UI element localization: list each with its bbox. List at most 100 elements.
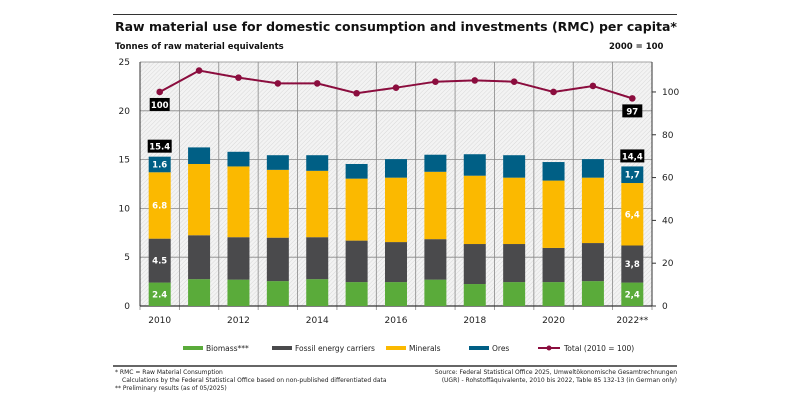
- bar-fossil-energy-carriers: [306, 237, 329, 280]
- bar-ores: [463, 154, 486, 176]
- y-tick-label: 25: [119, 58, 130, 68]
- bar-fossil-energy-carriers: [424, 239, 447, 280]
- legend-swatch: [386, 346, 406, 350]
- legend-label: Minerals: [409, 344, 441, 353]
- bar-minerals: [542, 180, 565, 248]
- bar-fossil-energy-carriers: [463, 244, 486, 285]
- y2-tick-label: 100: [662, 88, 679, 98]
- bar-fossil-energy-carriers: [188, 235, 211, 280]
- bar-minerals: [188, 163, 211, 236]
- footnotes-left: * RMC = Raw Material Consumption Calcula…: [115, 369, 387, 393]
- bar-ores: [266, 155, 289, 170]
- bar-minerals: [463, 175, 486, 245]
- source-line: (UGR) - Rohstoffäquivalente, 2010 bis 20…: [441, 377, 677, 384]
- legend-label: Ores: [492, 344, 509, 353]
- bar-biomass: [385, 282, 407, 306]
- bar-minerals: [424, 171, 447, 240]
- bar-biomass: [306, 279, 329, 306]
- bar-biomass: [227, 279, 250, 306]
- legend-label: Biomass***: [206, 344, 249, 353]
- source-line: Source: Federal Statistical Office 2025,…: [434, 369, 677, 376]
- y2-tick-label: 20: [662, 259, 674, 269]
- index-label: 97: [626, 107, 638, 117]
- bar-fossil-energy-carriers: [148, 238, 171, 283]
- bar-minerals: [306, 170, 329, 238]
- bar-minerals: [148, 172, 171, 239]
- data-label: 6,4: [625, 210, 640, 220]
- total-label-box: [147, 139, 172, 153]
- bar-biomass: [266, 281, 289, 306]
- total-label: 15.4: [149, 143, 170, 153]
- x-tick-label: 2020: [542, 316, 565, 326]
- bar-biomass: [148, 282, 171, 306]
- legend-label: Fossil energy carriers: [295, 344, 375, 353]
- total-point: [313, 80, 321, 87]
- legend-line-marker: [546, 345, 552, 351]
- bar-ores: [424, 154, 447, 172]
- y2-tick-label: 60: [662, 174, 674, 184]
- bar-fossil-energy-carriers: [503, 244, 526, 283]
- chart-title: Raw material use for domestic consumptio…: [115, 19, 677, 34]
- total-point: [471, 77, 479, 84]
- x-tick-label: 2014: [306, 316, 329, 326]
- bar-ores: [227, 151, 250, 167]
- bar-minerals: [385, 177, 407, 243]
- y-tick-label: 0: [124, 302, 130, 312]
- footnote: Calculations by the Federal Statistical …: [122, 377, 387, 384]
- total-point: [353, 89, 360, 97]
- bar-fossil-energy-carriers: [385, 242, 407, 283]
- data-label: 1.6: [152, 160, 167, 170]
- footer-rule: [113, 365, 677, 367]
- legend-swatch: [272, 346, 292, 350]
- data-label: 6.8: [152, 201, 167, 211]
- total-point: [550, 88, 557, 96]
- total-point: [510, 78, 518, 85]
- y2-tick-label: 80: [662, 131, 674, 141]
- bar-biomass: [463, 284, 486, 306]
- bar-ores: [542, 162, 565, 181]
- x-tick-label: 2012: [227, 316, 250, 326]
- bar-minerals: [227, 166, 250, 238]
- bar-ores: [345, 163, 368, 179]
- x-tick-label: 2018: [463, 316, 486, 326]
- y-tick-label: 10: [119, 204, 131, 214]
- source-note: Source: Federal Statistical Office 2025,…: [435, 369, 677, 385]
- total-label-box: [620, 149, 645, 163]
- footnote: ** Preliminary results (as of 05/2025): [115, 385, 227, 392]
- total-point: [274, 80, 282, 87]
- index-label: 100: [151, 101, 169, 111]
- total-point: [589, 82, 597, 90]
- legend-swatch: [183, 346, 203, 350]
- total-point: [156, 88, 163, 96]
- bar-fossil-energy-carriers: [227, 237, 250, 280]
- bar-biomass: [621, 282, 644, 306]
- total-point: [432, 78, 439, 85]
- bar-minerals: [503, 177, 526, 245]
- x-tick-label: 2010: [148, 316, 171, 326]
- bar-ores: [581, 159, 604, 178]
- data-label: 3,8: [625, 260, 640, 270]
- bar-biomass: [503, 282, 526, 306]
- index-label-box: [622, 104, 643, 118]
- bar-fossil-energy-carriers: [621, 245, 644, 283]
- bar-fossil-energy-carriers: [345, 240, 368, 283]
- x-tick-label: 2016: [385, 316, 408, 326]
- bar-biomass: [424, 279, 447, 306]
- bar-biomass: [581, 281, 604, 306]
- legend-swatch: [469, 346, 489, 350]
- y-tick-label: 15: [119, 156, 130, 166]
- data-label: 4.5: [152, 257, 167, 267]
- data-label: 2.4: [152, 290, 167, 300]
- bar-ores: [621, 166, 644, 184]
- total-point: [235, 74, 242, 81]
- footnote: * RMC = Raw Material Consumption: [115, 369, 223, 376]
- y-tick-label: 5: [124, 253, 130, 263]
- bar-minerals: [345, 178, 368, 241]
- bar-biomass: [345, 282, 368, 306]
- top-rule: [113, 14, 677, 15]
- total-point: [629, 95, 636, 102]
- y2-tick-label: 40: [662, 216, 674, 226]
- bar-fossil-energy-carriers: [581, 243, 604, 282]
